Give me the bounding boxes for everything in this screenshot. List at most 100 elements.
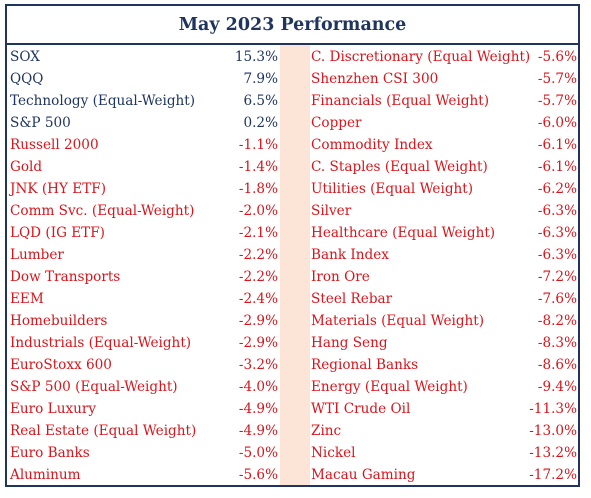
performance-value: -1.4% [238,159,278,175]
performance-value: -17.2% [529,467,577,483]
column-spacer [280,45,310,485]
asset-name: WTI Crude Oil [311,401,411,417]
asset-name: Bank Index [311,247,389,263]
table-row: QQQ 7.9% [10,68,278,90]
table-row: EuroStoxx 600 -3.2% [10,354,278,376]
asset-name: Euro Banks [10,445,90,461]
table-row: WTI Crude Oil -11.3% [311,398,577,420]
performance-value: -1.8% [238,181,278,197]
performance-value: -8.3% [537,335,577,351]
performance-value: 6.5% [243,93,278,109]
performance-value: -5.6% [238,467,278,483]
asset-name: Comm Svc. (Equal-Weight) [10,203,195,219]
performance-table: May 2023 Performance SOX 15.3% QQQ 7.9% Tech… [5,4,580,487]
performance-value: -3.2% [238,357,278,373]
performance-value: -2.0% [238,203,278,219]
table-row: Nickel -13.2% [311,442,577,464]
asset-name: Regional Banks [311,357,419,373]
table-row: S&P 500 0.2% [10,112,278,134]
table-row: Zinc -13.0% [311,420,577,442]
asset-name: Macau Gaming [311,467,416,483]
asset-name: Copper [311,115,362,131]
table-row: C. Staples (Equal Weight) -6.1% [311,156,577,178]
table-row: Euro Luxury -4.9% [10,398,278,420]
table-row: Gold -1.4% [10,156,278,178]
performance-value: -13.0% [529,423,577,439]
table-row: SOX 15.3% [10,46,278,68]
table-row: JNK (HY ETF) -1.8% [10,178,278,200]
table-row: Real Estate (Equal Weight) -4.9% [10,420,278,442]
table-row: Dow Transports -2.2% [10,266,278,288]
table-row: Financials (Equal Weight) -5.7% [311,90,577,112]
asset-name: Commodity Index [311,137,433,153]
asset-name: S&P 500 [10,115,71,131]
asset-name: Zinc [311,423,342,439]
performance-value: -13.2% [529,445,577,461]
asset-name: C. Staples (Equal Weight) [311,159,488,175]
table-title: May 2023 Performance [7,6,578,45]
performance-value: 0.2% [243,115,278,131]
performance-value: -6.2% [537,181,577,197]
table-row: Technology (Equal-Weight) 6.5% [10,90,278,112]
table-row: Iron Ore -7.2% [311,266,577,288]
asset-name: Russell 2000 [10,137,99,153]
performance-value: -4.9% [238,401,278,417]
performance-value: -2.9% [238,313,278,329]
performance-value: -2.9% [238,335,278,351]
right-column: C. Discretionary (Equal Weight) -5.6% Shen… [311,46,577,486]
performance-value: 7.9% [243,71,278,87]
asset-name: Real Estate (Equal Weight) [10,423,197,439]
table-row: Aluminum -5.6% [10,464,278,486]
asset-name: Utilities (Equal Weight) [311,181,474,197]
table-row: S&P 500 (Equal-Weight) -4.0% [10,376,278,398]
table-row: Hang Seng -8.3% [311,332,577,354]
left-column: SOX 15.3% QQQ 7.9% Technology (Equal-Weight)… [10,46,278,486]
asset-name: C. Discretionary (Equal Weight) [311,49,531,65]
performance-value: -5.0% [238,445,278,461]
table-row: Copper -6.0% [311,112,577,134]
asset-name: Energy (Equal Weight) [311,379,468,395]
asset-name: Steel Rebar [311,291,393,307]
asset-name: Lumber [10,247,64,263]
asset-name: Homebuilders [10,313,108,329]
performance-value: -1.1% [238,137,278,153]
performance-value: -6.1% [537,137,577,153]
performance-value: -8.6% [537,357,577,373]
table-row: Energy (Equal Weight) -9.4% [311,376,577,398]
table-row: Materials (Equal Weight) -8.2% [311,310,577,332]
performance-value: -2.2% [238,247,278,263]
asset-name: JNK (HY ETF) [10,181,106,197]
table-row: LQD (IG ETF) -2.1% [10,222,278,244]
asset-name: Silver [311,203,352,219]
table-row: Shenzhen CSI 300 -5.7% [311,68,577,90]
performance-value: -6.3% [537,225,577,241]
table-row: Comm Svc. (Equal-Weight) -2.0% [10,200,278,222]
asset-name: SOX [10,49,40,65]
asset-name: Technology (Equal-Weight) [10,93,196,109]
asset-name: Hang Seng [311,335,388,351]
performance-value: -7.2% [537,269,577,285]
asset-name: QQQ [10,71,44,87]
table-row: Regional Banks -8.6% [311,354,577,376]
asset-name: Aluminum [10,467,81,483]
performance-value: -5.7% [537,93,577,109]
asset-name: Euro Luxury [10,401,97,417]
asset-name: EuroStoxx 600 [10,357,112,373]
performance-value: -6.0% [537,115,577,131]
table-row: Utilities (Equal Weight) -6.2% [311,178,577,200]
performance-value: -8.2% [537,313,577,329]
performance-value: 15.3% [234,49,278,65]
asset-name: Gold [10,159,43,175]
performance-value: -2.1% [238,225,278,241]
performance-value: -5.7% [537,71,577,87]
table-row: Homebuilders -2.9% [10,310,278,332]
table-row: Lumber -2.2% [10,244,278,266]
performance-value: -7.6% [537,291,577,307]
asset-name: S&P 500 (Equal-Weight) [10,379,178,395]
asset-name: Nickel [311,445,356,461]
performance-value: -5.6% [537,49,577,65]
table-row: Russell 2000 -1.1% [10,134,278,156]
table-row: Healthcare (Equal Weight) -6.3% [311,222,577,244]
asset-name: Iron Ore [311,269,370,285]
performance-value: -6.1% [537,159,577,175]
